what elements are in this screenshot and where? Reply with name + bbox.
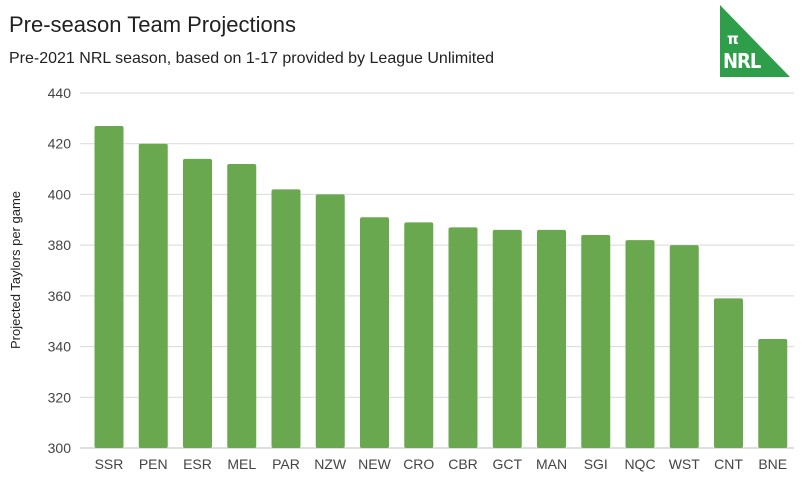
bar-cnt — [714, 298, 743, 448]
bar-new — [360, 217, 389, 448]
x-tick-label: CNT — [714, 456, 743, 472]
x-tick-label: NZW — [314, 456, 347, 472]
y-tick-label: 420 — [48, 136, 72, 152]
x-tick-label: CRO — [403, 456, 434, 472]
x-tick-label: MAN — [536, 456, 567, 472]
x-tick-label: BNE — [758, 456, 787, 472]
x-tick-label: PAR — [272, 456, 300, 472]
bar-cro — [404, 222, 434, 448]
x-tick-label: WST — [669, 456, 701, 472]
y-tick-label: 320 — [48, 389, 72, 405]
bar-sgi — [581, 235, 611, 448]
x-tick-label: MEL — [227, 456, 256, 472]
x-axis-ticks: SSR PEN ESR MEL PAR NZW NEW CRO CBR GCT MAN SGI NQC W… — [95, 456, 788, 472]
y-tick-label: 360 — [48, 288, 72, 304]
chart-title: Pre-season Team Projections — [9, 12, 296, 37]
logo-pi-symbol: π — [727, 30, 739, 48]
bar-ssr — [94, 125, 124, 448]
bar-gct — [492, 229, 522, 448]
bars — [94, 125, 788, 448]
pi-nrl-logo: π NRL — [720, 5, 790, 77]
bar-nqc — [625, 240, 655, 448]
x-tick-label: ESR — [183, 456, 212, 472]
y-tick-label: 300 — [48, 440, 72, 456]
bar-esr — [183, 158, 212, 448]
x-tick-label: PEN — [139, 456, 168, 472]
bar-nzw — [315, 194, 345, 448]
logo-triangle-icon — [720, 5, 790, 77]
bar-bne — [758, 338, 788, 448]
y-tick-label: 380 — [48, 237, 72, 253]
bar-mel — [227, 164, 257, 448]
bar-cbr — [448, 227, 478, 448]
bar-par — [271, 189, 301, 448]
chart-subtitle: Pre-2021 NRL season, based on 1-17 provi… — [9, 50, 495, 67]
x-tick-label: GCT — [492, 456, 522, 472]
y-tick-label: 400 — [48, 186, 72, 202]
x-tick-label: NQC — [624, 456, 655, 472]
y-tick-label: 340 — [48, 339, 72, 355]
y-tick-label: 440 — [48, 85, 72, 101]
x-tick-label: SGI — [584, 456, 608, 472]
logo-nrl-text: NRL — [723, 49, 761, 73]
x-tick-label: CBR — [448, 456, 478, 472]
x-tick-label: SSR — [95, 456, 124, 472]
y-axis-label: Projected Taylors per game — [8, 191, 23, 349]
bar-man — [537, 229, 566, 448]
bar-wst — [669, 245, 699, 448]
x-tick-label: NEW — [358, 456, 391, 472]
bar-pen — [138, 143, 168, 448]
y-axis-ticks: 300 320 340 360 380 400 420 440 — [48, 85, 72, 456]
